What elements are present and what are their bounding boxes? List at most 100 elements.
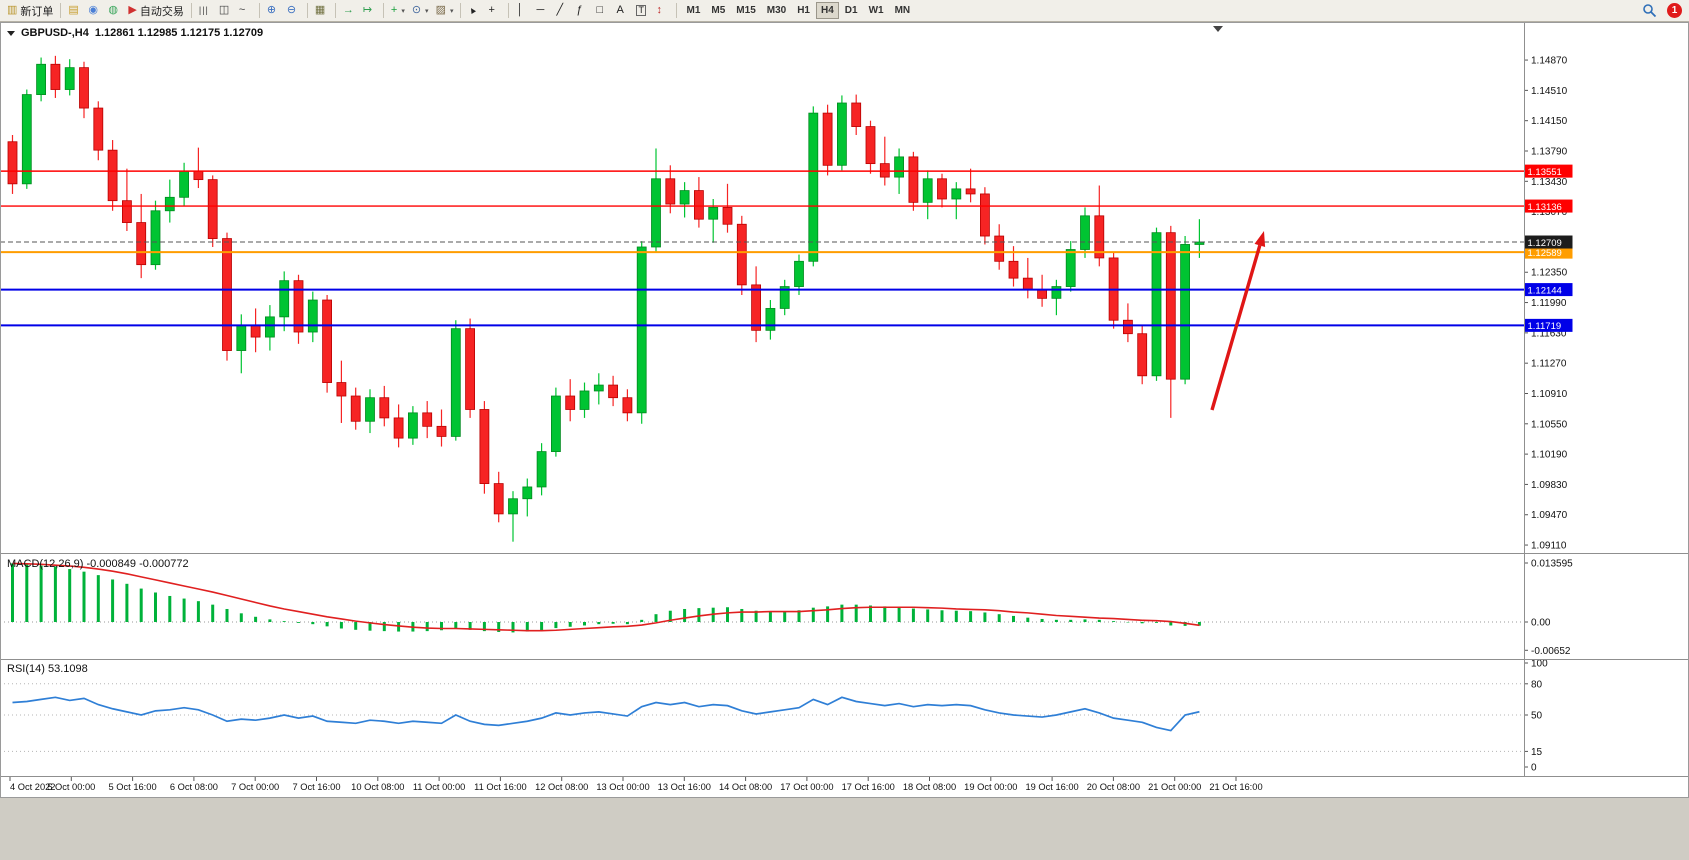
svg-text:21 Oct 16:00: 21 Oct 16:00 — [1209, 782, 1262, 792]
price-pane[interactable] — [0, 22, 1524, 553]
svg-text:18 Oct 08:00: 18 Oct 08:00 — [903, 782, 956, 792]
zoom-out-button[interactable]: ⊖ — [284, 2, 303, 20]
svg-text:1.13070: 1.13070 — [1531, 207, 1568, 218]
svg-text:5 Oct 16:00: 5 Oct 16:00 — [109, 782, 157, 792]
price-axis[interactable] — [1524, 22, 1689, 777]
chart-symbol-period: GBPUSD-,H4 — [21, 27, 89, 39]
new-order-button[interactable]: ▥ 新订单 — [4, 2, 56, 20]
notification-badge[interactable]: 1 — [1667, 3, 1682, 18]
svg-text:6 Oct 08:00: 6 Oct 08:00 — [170, 782, 218, 792]
macd-pane[interactable] — [0, 554, 1524, 659]
crosshair-icon: + — [488, 4, 495, 16]
svg-text:1.13136: 1.13136 — [1528, 202, 1562, 213]
charts-menu-button[interactable]: ▤ — [65, 2, 84, 20]
svg-text:15: 15 — [1531, 747, 1543, 758]
price-tag-1.12144: 1.12144 — [1524, 283, 1573, 296]
text-label-button[interactable]: T — [633, 2, 652, 20]
zoom-out-icon: ⊖ — [286, 4, 297, 16]
arrow-objects-button[interactable]: ↕ — [653, 2, 672, 20]
svg-text:1.11630: 1.11630 — [1531, 328, 1567, 339]
chart-window-icon: ▤ — [68, 4, 79, 16]
indicators-button[interactable]: + ▾ — [388, 2, 408, 20]
svg-text:0.00: 0.00 — [1531, 618, 1551, 629]
macd-indicator-label: MACD(12,26,9) -0.000849 -0.000772 — [7, 558, 189, 570]
toolbar-separator — [306, 3, 308, 18]
auto-scroll-icon: → — [342, 4, 354, 16]
svg-text:100: 100 — [1531, 659, 1548, 670]
price-tag-1.13136: 1.13136 — [1524, 199, 1573, 213]
chart-title: GBPUSD-,H4 1.12861 1.12985 1.12175 1.127… — [7, 27, 263, 39]
profiles-icon: ◉ — [88, 4, 99, 16]
timeframe-button-mn[interactable]: MN — [890, 2, 916, 19]
chart-shift-marker[interactable] — [1213, 26, 1223, 32]
price-tag-1.13551: 1.13551 — [1524, 164, 1573, 178]
search-button[interactable] — [1639, 2, 1660, 20]
toolbar-separator — [190, 3, 192, 18]
add-indicator-icon: + — [390, 4, 398, 16]
timeframe-button-d1[interactable]: D1 — [840, 2, 863, 19]
zoom-in-button[interactable]: ⊕ — [264, 2, 283, 20]
svg-text:19 Oct 16:00: 19 Oct 16:00 — [1025, 782, 1078, 792]
data-window-button[interactable]: ◍ — [105, 2, 124, 20]
toolbar-separator — [382, 3, 384, 18]
svg-text:1.13790: 1.13790 — [1531, 146, 1568, 157]
chart-window: 1.14870 1.14510 1.14150 1.13790 1.13430 1.130… — [0, 22, 1689, 798]
vertical-line-button[interactable]: │ — [513, 2, 532, 20]
line-chart-button[interactable]: ~ — [236, 2, 255, 20]
svg-text:11 Oct 16:00: 11 Oct 16:00 — [474, 782, 527, 792]
svg-text:1.14870: 1.14870 — [1531, 56, 1568, 67]
svg-text:1.12589: 1.12589 — [1528, 248, 1562, 259]
profiles-button[interactable]: ◉ — [85, 2, 104, 20]
timeframe-button-m5[interactable]: M5 — [706, 2, 730, 19]
status-area — [0, 798, 1689, 860]
timeframe-button-m1[interactable]: M1 — [681, 2, 705, 19]
new-order-button-label: 新订单 — [20, 5, 54, 18]
auto-scroll-button[interactable]: → — [340, 2, 359, 20]
timeframe-button-w1[interactable]: W1 — [864, 2, 889, 19]
symbol-dropdown-icon[interactable] — [7, 30, 15, 36]
chart-shift-icon: ↦ — [362, 4, 373, 16]
timeframe-button-m15[interactable]: M15 — [731, 2, 760, 19]
svg-text:1.14510: 1.14510 — [1531, 86, 1568, 97]
text-button[interactable]: A — [613, 2, 632, 20]
timeframe-button-h1[interactable]: H1 — [792, 2, 815, 19]
annotation-arrow[interactable] — [1210, 244, 1262, 411]
candlestick-button[interactable]: ◫ — [216, 2, 235, 20]
chart-shift-button[interactable]: ↦ — [360, 2, 379, 20]
toolbar-separator — [460, 3, 462, 18]
svg-text:1.13551: 1.13551 — [1528, 167, 1562, 178]
time-axis[interactable] — [0, 777, 1689, 798]
arrow-objects-icon: ↕ — [656, 4, 662, 16]
shapes-button[interactable]: □ — [593, 2, 612, 20]
tile-windows-button[interactable]: ▦ — [312, 2, 331, 20]
rsi-pane[interactable] — [0, 660, 1524, 776]
svg-text:13 Oct 00:00: 13 Oct 00:00 — [596, 782, 649, 792]
zoom-in-icon: ⊕ — [266, 4, 277, 16]
macd-signal-line — [12, 562, 1200, 632]
annotation-arrow-head — [1254, 231, 1266, 247]
periods-button[interactable]: ⊙ ▾ — [409, 2, 432, 20]
toolbar-separator — [676, 3, 678, 18]
svg-text:1.10550: 1.10550 — [1531, 419, 1568, 430]
current-price-tag: 1.12709 — [1524, 235, 1573, 249]
svg-text:7 Oct 16:00: 7 Oct 16:00 — [292, 782, 340, 792]
autotrading-button[interactable]: ▶ 自动交易 — [125, 2, 186, 20]
bar-chart-button[interactable]: ||| — [196, 2, 215, 20]
trendline-button[interactable]: ╱ — [553, 2, 572, 20]
trendline-icon: ╱ — [556, 4, 564, 16]
timeframe-button-m30[interactable]: M30 — [762, 2, 791, 19]
toolbar-separator — [508, 3, 510, 18]
svg-text:20 Oct 08:00: 20 Oct 08:00 — [1087, 782, 1140, 792]
templates-button[interactable]: ▨ ▾ — [433, 2, 457, 20]
dropdown-arrow-icon: ▾ — [401, 7, 405, 15]
cursor-button[interactable]: ▲ — [465, 2, 484, 20]
svg-text:-0.00652: -0.00652 — [1531, 646, 1571, 657]
candlestick-icon: ◫ — [218, 4, 230, 16]
fibonacci-button[interactable]: ƒ — [573, 2, 592, 20]
svg-text:0: 0 — [1531, 763, 1537, 774]
toolbar-separator — [60, 3, 62, 18]
crosshair-button[interactable]: + — [485, 2, 504, 20]
timeframe-button-h4[interactable]: H4 — [816, 2, 839, 19]
horizontal-line-button[interactable]: ─ — [533, 2, 552, 20]
